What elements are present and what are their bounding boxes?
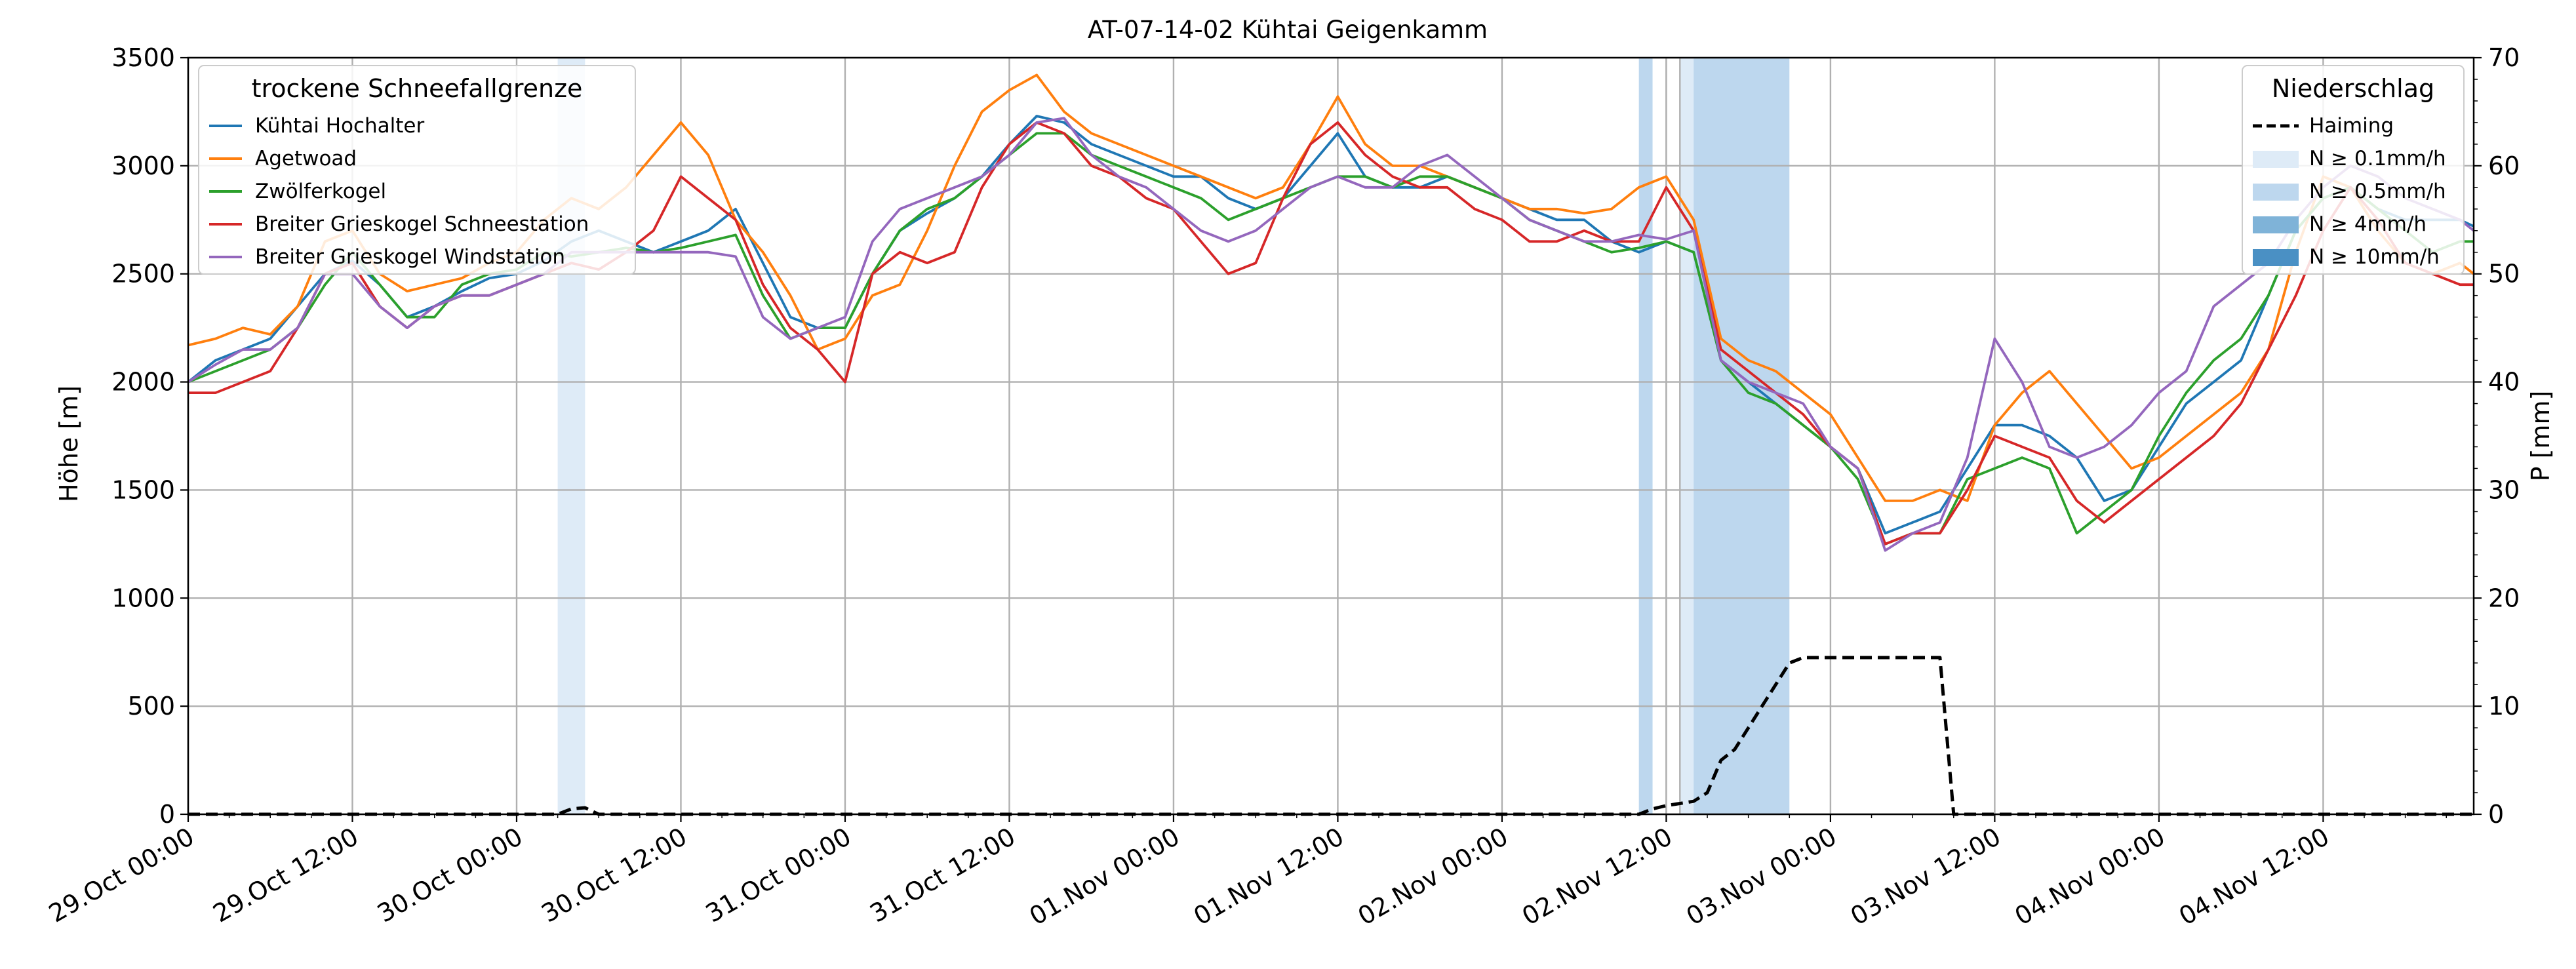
legend-left-title: trockene Schneefallgrenze	[252, 74, 583, 103]
legend-swatch-n-4mm-h	[2253, 216, 2299, 233]
y-tick-label-left: 0	[159, 800, 175, 829]
y-tick-label-left: 500	[127, 692, 175, 721]
precip-band-2	[1680, 58, 1694, 814]
axes	[187, 56, 2475, 816]
legend-label: Kühtai Hochalter	[255, 114, 425, 138]
legend-label: N ≥ 10mm/h	[2309, 245, 2440, 269]
y-tick-label-right: 10	[2488, 692, 2520, 721]
y-axis-label-left: Höhe [m]	[54, 386, 83, 502]
precip-band-1	[1638, 58, 1653, 814]
y-tick-label-left: 2500	[111, 260, 175, 288]
y-axis-label-right: P [mm]	[2526, 391, 2555, 482]
y-tick-label-left: 3500	[111, 43, 175, 72]
legend-left-box	[198, 65, 636, 275]
legend-series: trockene Schneefallgrenze Kühtai Hochalte…	[198, 65, 636, 275]
y-tick-label-left: 1000	[111, 583, 175, 612]
legend-label: N ≥ 0.1mm/h	[2309, 147, 2446, 170]
y-tick-label-right: 50	[2488, 260, 2520, 288]
legend-label: N ≥ 0.5mm/h	[2309, 180, 2446, 203]
legend-swatch-n-10mm-h	[2253, 249, 2299, 266]
legend-right-title: Niederschlag	[2272, 74, 2434, 103]
y-tick-label-right: 70	[2488, 43, 2520, 72]
legend-swatch-n-0-1mm-h	[2253, 151, 2299, 168]
legend-label: Agetwoad	[255, 147, 357, 170]
y-tick-label-right: 0	[2488, 800, 2504, 829]
y-tick-label-left: 2000	[111, 368, 175, 397]
legend-precipitation: Niederschlag Haiming N ≥ 0.1mm/h N ≥ 0.5mm/…	[2242, 65, 2465, 275]
precip-band-3	[1694, 58, 1790, 814]
legend-swatch-n-0-5mm-h	[2253, 184, 2299, 201]
y-tick-label-right: 40	[2488, 368, 2520, 397]
y-tick-label-right: 60	[2488, 151, 2520, 180]
legend-label: Breiter Grieskogel Windstation	[255, 245, 565, 269]
legend-label: Breiter Grieskogel Schneestation	[255, 212, 589, 236]
y-tick-label-left: 3000	[111, 151, 175, 180]
chart-title: AT-07-14-02 Kühtai Geigenkamm	[1088, 16, 1488, 44]
legend-label: N ≥ 4mm/h	[2309, 212, 2427, 236]
plot-frame	[187, 56, 2475, 816]
legend-label: Haiming	[2309, 114, 2394, 138]
y-tick-label-left: 1500	[111, 475, 175, 504]
y-tick-label-right: 30	[2488, 475, 2520, 504]
y-tick-label-right: 20	[2488, 583, 2520, 612]
legend-label: Zwölferkogel	[255, 180, 386, 203]
